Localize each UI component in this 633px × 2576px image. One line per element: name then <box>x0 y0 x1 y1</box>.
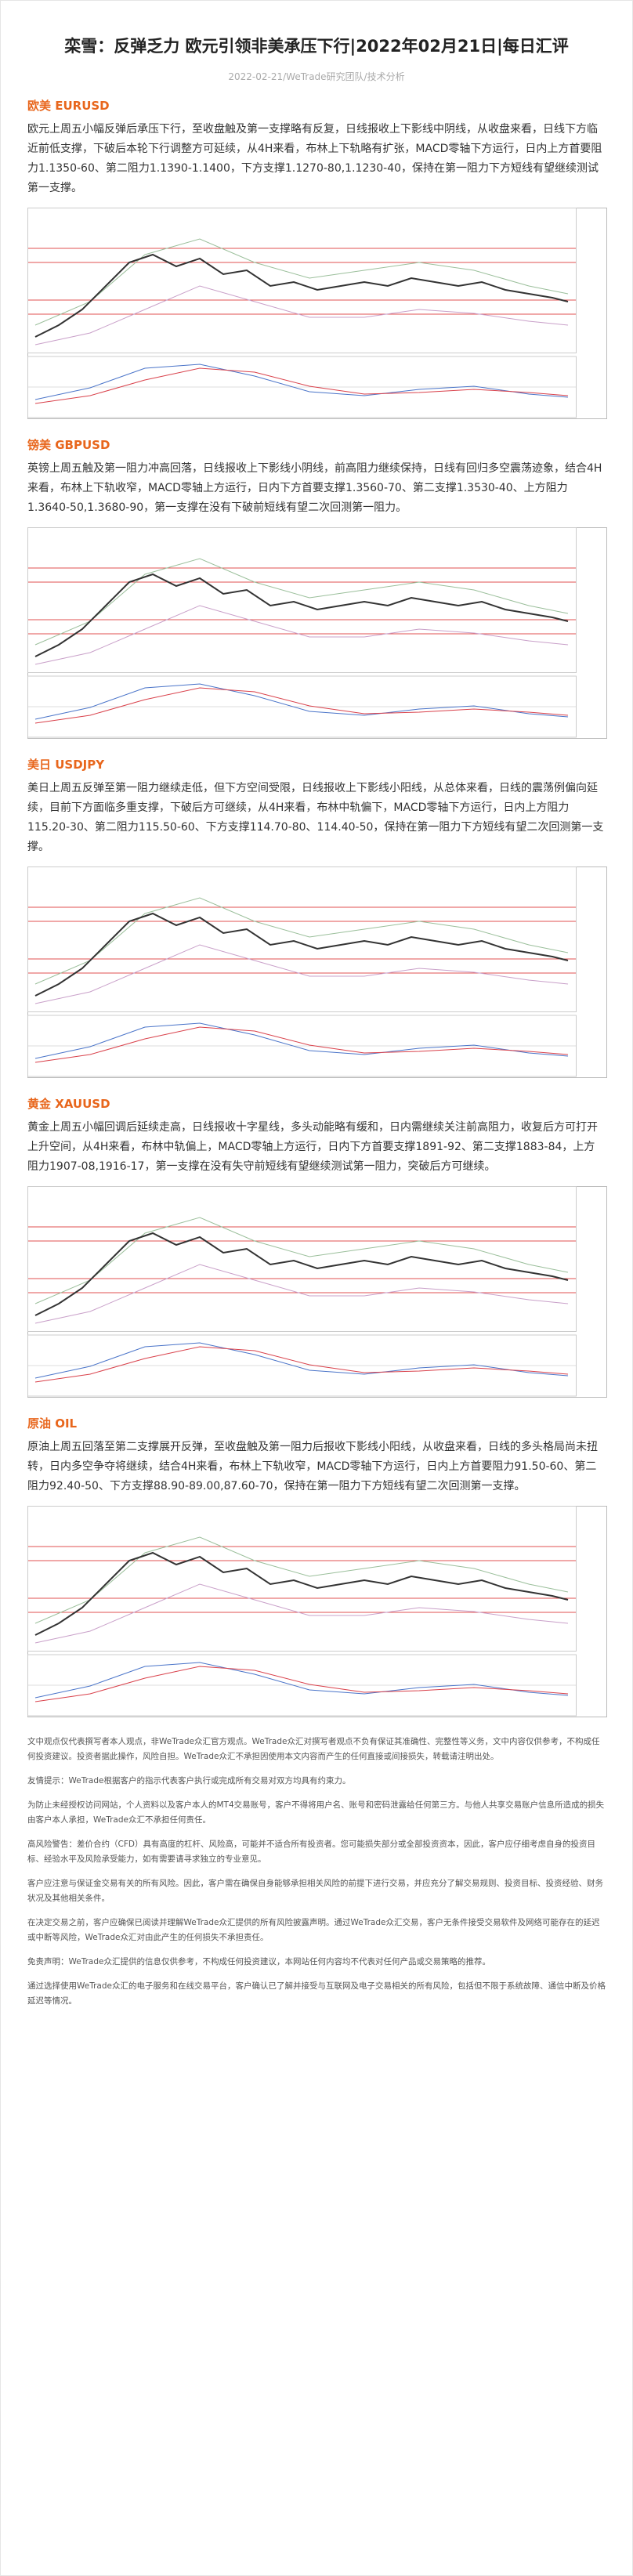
macd-panel <box>27 356 577 418</box>
chart-image <box>27 208 607 419</box>
signal-line <box>34 687 569 724</box>
sections: 欧美 EURUSD 欧元上周五小幅反弹后承压下行，至收盘触及第一支撑略有反复，日线… <box>27 97 607 1717</box>
section-body: 黄金上周五小幅回调后延续走高，日线报收十字星线，多头动能略有缓和，日内需继续关注… <box>27 1121 598 1173</box>
signal-line <box>34 1666 569 1702</box>
disclaimer-paragraph: 友情提示：WeTrade根据客户的指示代表客户执行或完成所有交易对双方均具有约束… <box>27 1776 351 1785</box>
band-line <box>34 944 569 1004</box>
price-trace <box>34 1551 569 1636</box>
section: 欧美 EURUSD 欧元上周五小幅反弹后承压下行，至收盘触及第一支撑略有反复，日线… <box>27 97 607 419</box>
price-panel <box>27 527 577 673</box>
signal-line <box>34 1346 569 1383</box>
disclaimer-paragraph: 为防止未经授权访问网站，个人资料以及客户本人的MT4交易账号，客户不得将用户名、… <box>27 1800 605 1825</box>
chart-frame <box>27 527 607 739</box>
section: 黄金 XAUUSD 黄金上周五小幅回调后延续走高，日线报收十字星线，多头动能略有缓… <box>27 1095 607 1398</box>
price-trace <box>34 912 569 997</box>
chart-frame <box>27 1186 607 1398</box>
chart-image <box>27 867 607 1078</box>
chart-image <box>27 1506 607 1717</box>
macd-line <box>34 1022 569 1059</box>
chart-frame <box>27 1506 607 1717</box>
section-body: 英镑上周五触及第一阻力冲高回落，日线报收上下影线小阴线，前高阻力继续保持，日线有… <box>27 462 602 514</box>
band-line <box>34 1264 569 1324</box>
disclaimer-paragraph: 免责声明：WeTrade众汇提供的信息仅供参考，不构成任何投资建议，本网站任何内… <box>27 1957 490 1966</box>
price-panel <box>27 1506 577 1652</box>
price-panel <box>27 208 577 353</box>
signal-line <box>34 1026 569 1063</box>
disclaimer-paragraph: 通过选择使用WeTrade众汇的电子服务和在线交易平台，客户确认已了解并接受与互… <box>27 1981 606 2006</box>
section-body: 欧元上周五小幅反弹后承压下行，至收盘触及第一支撑略有反复，日线报收上下影线中阴线… <box>27 123 602 194</box>
macd-line <box>34 1342 569 1379</box>
chart-image <box>27 527 607 739</box>
disclaimer-paragraph: 文中观点仅代表撰写者本人观点，非WeTrade众汇官方观点。WeTrade众汇对… <box>27 1737 600 1761</box>
band-line <box>34 558 569 646</box>
band-line <box>34 605 569 665</box>
macd-panel <box>27 1654 577 1717</box>
macd-panel <box>27 1015 577 1077</box>
macd-line <box>34 1662 569 1699</box>
price-trace <box>34 1232 569 1316</box>
article-meta: 2022-02-21/WeTrade研究团队/技术分析 <box>228 71 405 82</box>
section-heading: 原油 OIL <box>27 1416 78 1431</box>
band-line <box>34 1583 569 1644</box>
article-title: 栾雪：反弹乏力 欧元引领非美承压下行|2022年02月21日|每日汇评 <box>64 37 569 56</box>
chart-image <box>27 1186 607 1398</box>
section-heading: 镑美 GBPUSD <box>27 438 110 452</box>
band-line <box>34 897 569 985</box>
section: 原油 OIL 原油上周五回落至第二支撑展开反弹，至收盘触及第一阻力后报收下影线小阳… <box>27 1415 607 1717</box>
band-line <box>34 1536 569 1624</box>
section-heading: 欧美 EURUSD <box>27 99 110 113</box>
section: 美日 USDJPY 美日上周五反弹至第一阻力继续走低，但下方空间受限，日线报收上下… <box>27 756 607 1078</box>
band-line <box>34 238 569 326</box>
chart-frame <box>27 208 607 419</box>
disclaimer-paragraph: 高风险警告：差价合约（CFD）具有高度的杠杆、风险高，可能并不适合所有投资者。您… <box>27 1840 595 1864</box>
band-line <box>34 1217 569 1304</box>
disclaimer-paragraph: 在决定交易之前，客户应确保已阅读并理解WeTrade众汇提供的所有风险披露声明。… <box>27 1918 600 1942</box>
section-body: 原油上周五回落至第二支撑展开反弹，至收盘触及第一阻力后报收下影线小阳线，从收盘来… <box>27 1441 598 1492</box>
macd-line <box>34 683 569 720</box>
macd-panel <box>27 675 577 738</box>
price-panel <box>27 1186 577 1332</box>
price-trace <box>34 253 569 338</box>
disclaimer-paragraph: 客户应注意与保证金交易有关的所有风险。因此，客户需在确保自身能够承担相关风险的前… <box>27 1879 603 1903</box>
section-heading: 黄金 XAUUSD <box>27 1097 110 1111</box>
macd-panel <box>27 1334 577 1397</box>
macd-line <box>34 364 569 400</box>
price-panel <box>27 867 577 1012</box>
section: 镑美 GBPUSD 英镑上周五触及第一阻力冲高回落，日线报收上下影线小阴线，前高阻… <box>27 436 607 739</box>
price-trace <box>34 573 569 657</box>
section-body: 美日上周五反弹至第一阻力继续走低，但下方空间受限，日线报收上下影线小阳线，从总体… <box>27 782 604 853</box>
section-heading: 美日 USDJPY <box>27 758 105 772</box>
band-line <box>34 285 569 346</box>
signal-line <box>34 367 569 404</box>
disclaimer: 文中观点仅代表撰写者本人观点，非WeTrade众汇官方观点。WeTrade众汇对… <box>27 1735 606 2009</box>
